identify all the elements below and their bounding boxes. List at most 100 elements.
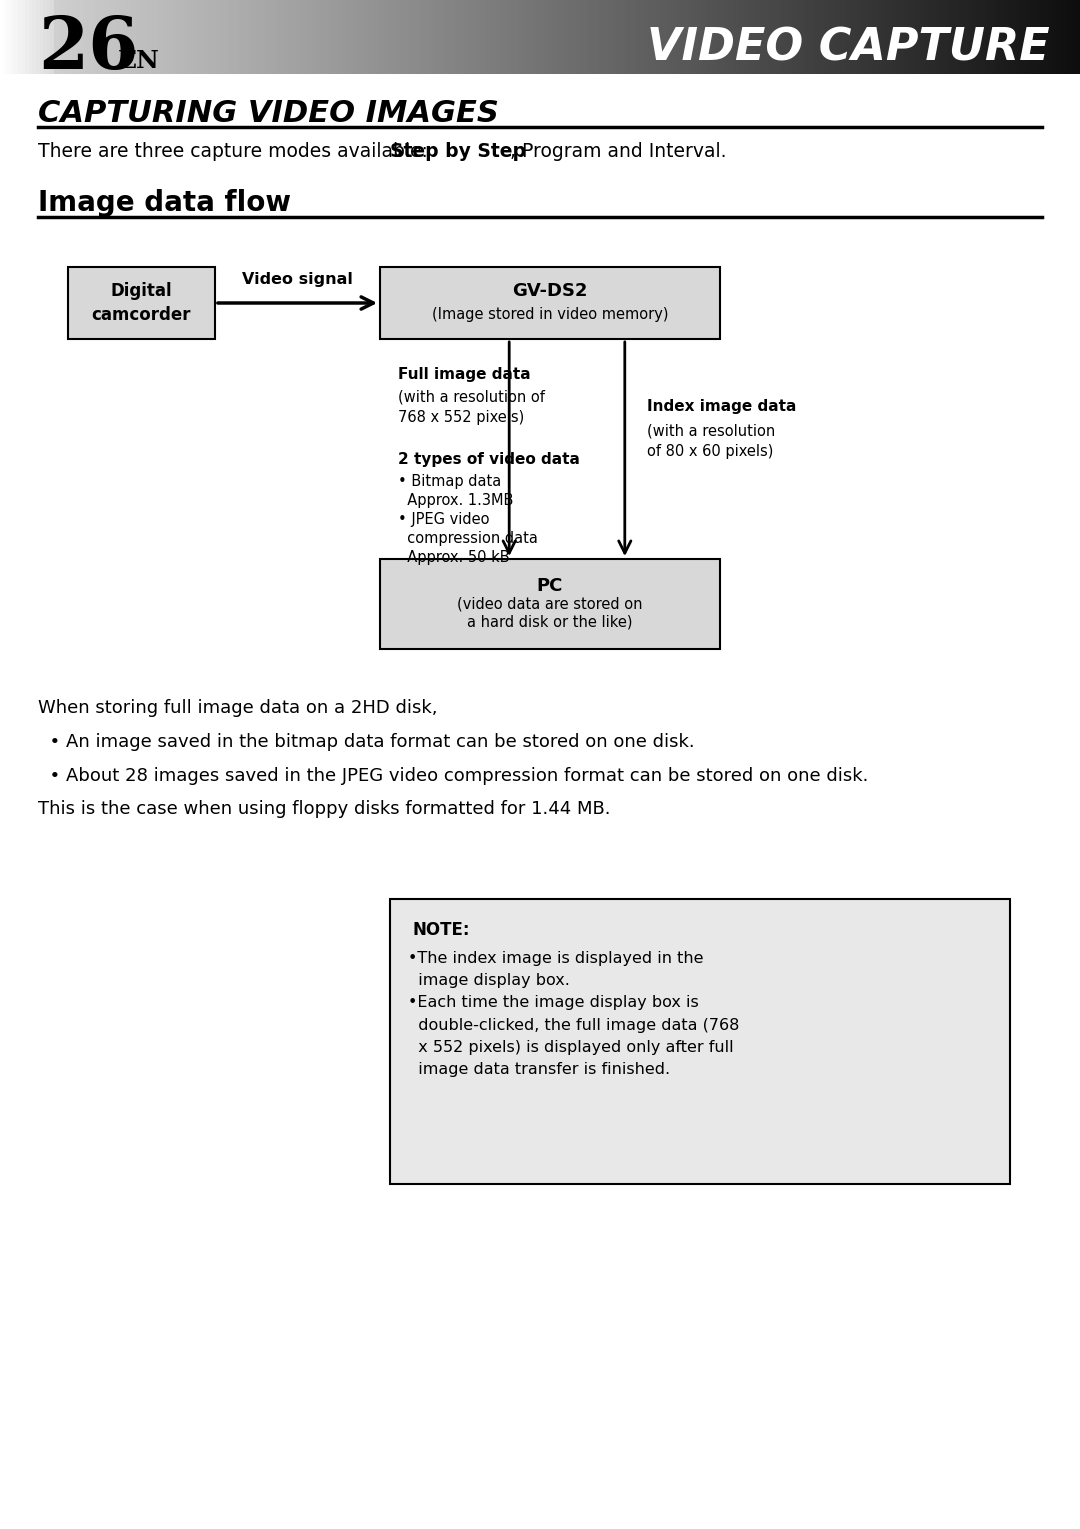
Bar [694, 0, 699, 73]
Bar [529, 0, 532, 73]
Bar [947, 0, 950, 73]
Bar [576, 0, 580, 73]
Bar [926, 0, 929, 73]
Bar [36, 0, 40, 73]
Bar [929, 0, 932, 73]
Bar [724, 0, 727, 73]
Bar [57, 0, 62, 73]
Bar [813, 0, 818, 73]
Bar [656, 0, 659, 73]
Bar [630, 0, 634, 73]
Bar [900, 0, 904, 73]
Bar [864, 0, 867, 73]
Text: This is the case when using floppy disks formatted for 1.44 MB.: This is the case when using floppy disks… [38, 800, 610, 818]
Bar [284, 0, 288, 73]
Bar [1004, 0, 1008, 73]
Bar [537, 0, 540, 73]
Bar [252, 0, 256, 73]
Bar [764, 0, 767, 73]
Bar [983, 0, 986, 73]
Bar [230, 0, 234, 73]
Bar [583, 0, 586, 73]
Bar [720, 0, 724, 73]
Bar [8, 0, 11, 73]
Bar [602, 0, 605, 73]
Bar [241, 0, 245, 73]
Text: , Program and Interval.: , Program and Interval. [510, 142, 727, 161]
Bar [1069, 0, 1072, 73]
Bar [785, 0, 788, 73]
Bar [324, 0, 327, 73]
Bar [494, 0, 497, 73]
Bar [958, 0, 961, 73]
Text: compression data: compression data [399, 531, 538, 546]
Bar [468, 0, 472, 73]
Bar [148, 0, 151, 73]
Bar [68, 268, 215, 339]
Bar [1037, 0, 1040, 73]
Bar [500, 0, 504, 73]
Bar [515, 0, 518, 73]
Bar [205, 0, 208, 73]
Text: Index image data: Index image data [647, 399, 796, 414]
Bar [29, 0, 32, 73]
Text: Approx. 1.3MB: Approx. 1.3MB [399, 492, 513, 508]
Bar [918, 0, 921, 73]
Bar [367, 0, 370, 73]
Bar [710, 0, 713, 73]
Bar [40, 0, 43, 73]
Bar [886, 0, 889, 73]
Bar [97, 0, 100, 73]
Text: 26: 26 [38, 12, 138, 84]
Text: •The index image is displayed in the
  image display box.
•Each time the image d: •The index image is displayed in the ima… [408, 951, 740, 1076]
Bar [828, 0, 832, 73]
Bar [25, 0, 29, 73]
Bar [267, 0, 270, 73]
Bar [961, 0, 964, 73]
Bar [745, 0, 748, 73]
Bar [972, 0, 975, 73]
Bar [483, 0, 486, 73]
Bar [778, 0, 781, 73]
Bar [380, 560, 720, 648]
Bar [821, 0, 824, 73]
Bar [478, 0, 483, 73]
Bar [856, 0, 861, 73]
Text: Step by Step: Step by Step [390, 142, 526, 161]
Bar [11, 0, 14, 73]
Bar [65, 0, 68, 73]
Text: (video data are stored on: (video data are stored on [457, 596, 643, 612]
Bar [62, 0, 65, 73]
Bar [504, 0, 508, 73]
Bar [461, 0, 464, 73]
Bar [774, 0, 778, 73]
Bar [414, 0, 418, 73]
Bar [321, 0, 324, 73]
Bar [432, 0, 435, 73]
Bar [626, 0, 630, 73]
Bar [208, 0, 213, 73]
Bar [292, 0, 295, 73]
Bar [986, 0, 990, 73]
Bar [543, 0, 548, 73]
Bar [616, 0, 619, 73]
Bar [76, 0, 79, 73]
Bar [832, 0, 835, 73]
Bar [83, 0, 86, 73]
Bar [950, 0, 954, 73]
Bar [105, 0, 108, 73]
Bar [680, 0, 684, 73]
Bar [540, 0, 543, 73]
Bar [72, 0, 76, 73]
Bar [22, 0, 25, 73]
Bar [651, 0, 656, 73]
Bar [818, 0, 821, 73]
Bar [734, 0, 738, 73]
Bar [511, 0, 515, 73]
Bar [137, 0, 140, 73]
Bar [429, 0, 432, 73]
Bar [198, 0, 202, 73]
Bar [670, 0, 673, 73]
Bar [558, 0, 562, 73]
Bar [180, 0, 184, 73]
